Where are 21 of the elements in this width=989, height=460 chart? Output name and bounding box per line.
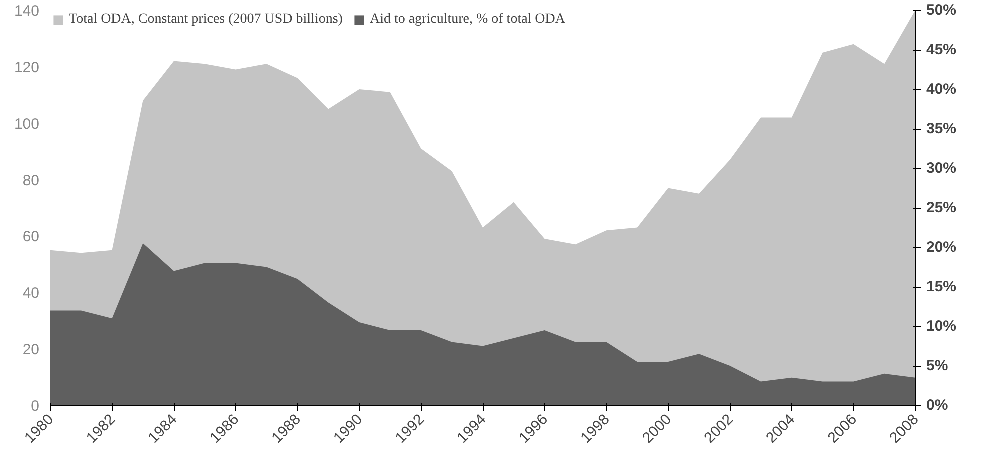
y2-tick-label: 30% bbox=[926, 160, 957, 177]
y2-tick-label: 20% bbox=[926, 239, 957, 256]
y-tick-label: 40 bbox=[22, 285, 40, 302]
legend-label: Total ODA, Constant prices (2007 USD billions) bbox=[69, 12, 343, 28]
y-tick-label: 0 bbox=[31, 398, 40, 415]
y2-tick-label: 15% bbox=[926, 278, 957, 296]
y-tick-label: 120 bbox=[14, 59, 40, 76]
y2-tick-label: 50% bbox=[926, 2, 957, 19]
y-tick-label: 100 bbox=[14, 116, 40, 133]
y-tick-label: 20 bbox=[22, 342, 40, 359]
y2-tick-label: 25% bbox=[926, 200, 957, 216]
y-tick-label: 60 bbox=[22, 228, 40, 246]
y2-tick-label: 0% bbox=[926, 397, 948, 414]
y2-tick-label: 5% bbox=[926, 358, 948, 374]
y2-tick-label: 10% bbox=[926, 318, 957, 335]
y2-tick-label: 45% bbox=[926, 42, 957, 58]
y-tick-label: 140 bbox=[14, 3, 40, 20]
y2-tick-label: 40% bbox=[926, 81, 957, 98]
legend-label: Aid to agriculture, % of total ODA bbox=[370, 12, 566, 28]
y2-tick-label: 35% bbox=[926, 120, 957, 138]
y-tick-label: 80 bbox=[22, 172, 40, 190]
